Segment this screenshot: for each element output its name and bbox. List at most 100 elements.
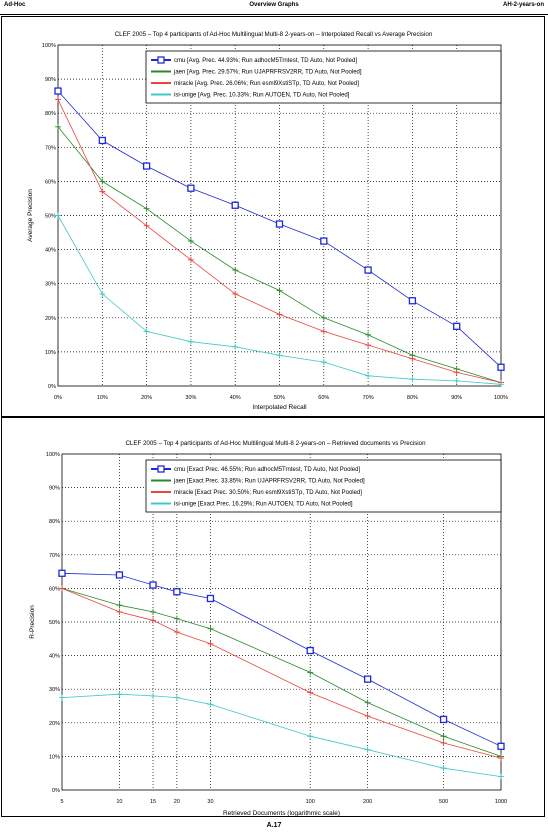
data-point-isi-unige (498, 773, 504, 780)
data-point-jaen (307, 669, 314, 676)
x-tick-label: 60% (318, 395, 329, 401)
data-point-jaen (207, 625, 214, 632)
data-point-miracle (365, 342, 372, 349)
data-point-miracle (276, 311, 283, 318)
y-tick-label: 0% (48, 384, 56, 390)
data-point-isi-unige (453, 377, 460, 384)
legend-label-cmu: cmu [Exact Prec. 46.55%; Run adhocM5Trnt… (174, 467, 360, 473)
series-miracle (59, 585, 504, 762)
legend-item-cmu: cmu [Exact Prec. 46.55%; Run adhocM5Trnt… (151, 465, 360, 473)
data-point-isi-unige (187, 338, 194, 345)
y-tick-label: 30% (45, 282, 56, 288)
data-point-miracle (59, 585, 65, 592)
y-tick-label: 50% (49, 620, 60, 626)
data-point-jaen (173, 615, 180, 622)
data-point-jaen (232, 267, 239, 274)
chart-frame-recall-precision (1, 16, 545, 417)
chart-1: CLEF 2005 – Top 4 participants of Ad-Hoc… (27, 31, 508, 411)
y-tick-label: 90% (49, 486, 60, 492)
y-tick-label: 30% (49, 687, 60, 693)
data-point-isi-unige (364, 746, 371, 753)
y-tick-label: 90% (45, 77, 56, 83)
data-point-isi-unige (55, 212, 61, 219)
x-tick-label: 10% (97, 395, 108, 401)
data-point-cmu (54, 87, 62, 95)
data-point-jaen (55, 123, 61, 130)
x-tick-label: 50% (274, 395, 285, 401)
series-isi-unige (59, 691, 504, 780)
x-tick-label: 200 (363, 799, 372, 805)
data-point-isi-unige (307, 733, 314, 740)
data-point-cmu (206, 594, 215, 603)
y-tick-label: 40% (45, 248, 56, 254)
chart-frame-retrieved-precision (1, 417, 545, 817)
x-tick-label: 500 (439, 799, 448, 805)
data-point-isi-unige (498, 381, 504, 388)
x-tick-label: 5 (60, 799, 63, 805)
data-point-miracle (307, 689, 314, 696)
y-tick-label: 80% (45, 111, 56, 117)
series-cmu (58, 569, 505, 750)
data-point-jaen (365, 331, 372, 338)
data-point-miracle (116, 608, 123, 615)
y-tick-label: 80% (49, 519, 60, 525)
x-tick-label: 1000 (495, 799, 507, 805)
data-point-isi-unige (173, 694, 180, 701)
chart-title: CLEF 2005 – Top 4 participants of Ad-Hoc… (115, 31, 433, 38)
data-point-miracle (453, 369, 460, 376)
data-point-miracle (173, 629, 180, 636)
y-tick-label: 70% (45, 145, 56, 151)
legend-label-isi-unige: isi-unige [Avg. Prec. 10.33%; Run AUTOEN… (174, 93, 350, 99)
header-center: Overview Graphs (249, 2, 299, 8)
page-number: A.17 (266, 822, 282, 829)
legend-box (145, 459, 502, 513)
legend-label-jaen: jaen [Avg. Prec. 29.57%; Run UJAPRFRSV2R… (173, 70, 362, 76)
data-point-jaen (187, 238, 194, 245)
legend-label-jaen: jaen [Exact Prec. 33.85%; Run UJAPRFRSV2… (173, 479, 365, 485)
x-tick-label: 100 (306, 799, 315, 805)
data-point-jaen (99, 178, 106, 185)
header-left: Ad-Hoc (4, 2, 26, 8)
legend-label-cmu: cmu [Avg. Prec. 44.93%; Run adhocM5Trnte… (174, 58, 357, 64)
legend-item-miracle: miracle [Exact Prec. 30.50%; Run esml9Xs… (151, 490, 362, 496)
data-point-cmu (142, 162, 151, 170)
series-jaen (55, 123, 504, 386)
legend-marker-cmu (157, 56, 165, 64)
data-point-cmu (453, 322, 461, 330)
y-tick-label: 70% (49, 553, 60, 559)
legend-item-jaen: jaen [Exact Prec. 33.85%; Run UJAPRFRSV2… (151, 479, 365, 485)
data-point-jaen (150, 608, 157, 615)
data-point-cmu (364, 266, 372, 274)
data-point-cmu (187, 184, 195, 192)
data-point-cmu (231, 201, 239, 209)
data-point-jaen (116, 602, 123, 609)
data-point-miracle (440, 739, 447, 746)
data-point-isi-unige (320, 359, 327, 366)
x-tick-label: 40% (230, 395, 241, 401)
data-point-cmu (408, 297, 417, 305)
data-point-cmu (363, 675, 372, 683)
x-tick-label: 90% (451, 395, 462, 401)
data-point-miracle (150, 617, 157, 624)
y-axis-label: Average Precision (27, 189, 34, 242)
data-point-isi-unige (150, 692, 157, 699)
y-tick-label: 100% (46, 452, 60, 458)
data-point-isi-unige (207, 701, 214, 708)
y-tick-label: 60% (49, 586, 60, 592)
x-axis-label: Retrieved Documents (logarithmic scale) (223, 810, 340, 817)
header-right: AH-2-years-on (502, 2, 544, 8)
chart-2: CLEF 2005 – Top 4 participants of Ad-Hoc… (29, 440, 507, 817)
data-point-isi-unige (59, 694, 65, 701)
data-point-miracle (320, 328, 327, 335)
data-point-cmu (306, 646, 314, 655)
legend-label-miracle: miracle [Avg. Prec. 26.06%; Run esml9Xst… (174, 81, 359, 87)
legend-marker-cmu (157, 465, 165, 473)
data-point-cmu (58, 569, 66, 577)
data-point-miracle (498, 755, 504, 762)
data-point-miracle (143, 222, 150, 229)
x-tick-label: 0% (54, 395, 62, 401)
data-point-cmu (115, 571, 124, 579)
data-point-cmu (173, 588, 181, 596)
legend-box (145, 50, 502, 104)
y-tick-label: 100% (42, 43, 56, 49)
